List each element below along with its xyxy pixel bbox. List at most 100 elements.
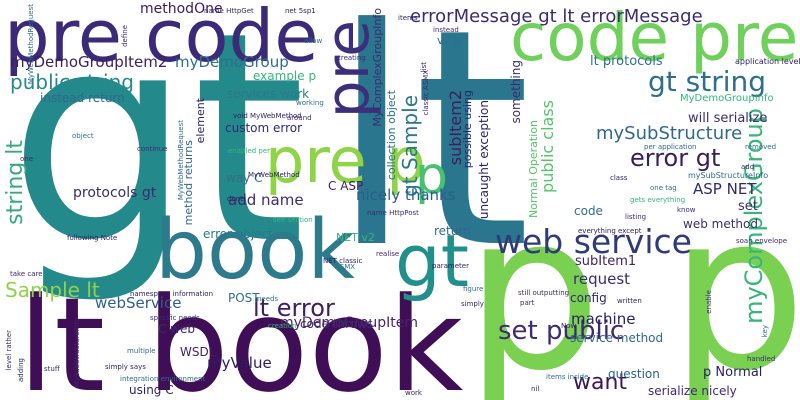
word-written: written [617,297,642,305]
word-simply: simply [461,300,484,308]
word-serialize-nicely: serialize nicely [648,384,737,398]
word-object: object [72,132,94,140]
word-application-level: application level [735,57,800,66]
word-POST: POST [228,291,260,305]
word-mySubStructureInfo: mySubStructureInfo [688,171,769,180]
word-listing: listing [625,213,647,221]
word-specific-needs: specific needs [150,314,200,322]
word-pre-p: pre p [265,124,426,197]
word-namespace-information: namespace information [130,290,214,298]
word-items-inside: items inside [546,373,589,381]
word-everything-except: everything except [578,227,642,235]
word-take-care: take care [10,270,43,278]
word-return: return [434,224,471,238]
word-work: work [405,389,422,397]
word-web-method: web method [683,217,758,231]
word-simply-says: simply says [105,363,146,371]
word-name-HttpGet: name HttpGet [204,7,254,15]
word-C-ASP: C ASP [328,179,364,193]
word-p-Normal: p Normal [703,365,763,380]
word-ASP-NET: ASP NET [693,180,757,198]
word-MyDemoGroupInfo: MyDemoGroupInfo [680,93,774,104]
word-question: question [608,367,660,381]
word-custom-error: custom error [225,121,303,135]
word-myDemoGroupItem: myDemoGroupItem [280,315,419,331]
word-gt-string: gt string [648,65,767,98]
word-protocols-gt: protocols gt [73,185,157,201]
word-define: define [121,25,129,47]
word-per-application: per application [644,143,697,151]
word-services-work: services work [227,87,310,101]
word-needs: needs [257,295,279,303]
word-myDemoGroup: myDemoGroup [175,53,289,71]
word-integration-environment: integration environment [120,375,206,383]
word-void-MyWebMethod: void MyWebMethod [233,112,302,120]
word-MyWebMethodRequest-top: MyWebMethodRequest [27,4,35,85]
word-following-Note: following Note [67,234,118,242]
word-book: book [155,203,355,298]
word-mySubStructure: mySubStructure [596,123,743,144]
word-C-web: C web [158,322,196,336]
word-element: element [194,98,207,144]
word-around: around [287,114,312,122]
word-error-object: error object [203,227,273,241]
word-part: part [520,299,535,307]
word-name-HttpPost: name HttpPost [367,209,419,217]
word-parameter: parameter [432,262,469,270]
word-removed: removed [745,143,777,151]
word-want: want [573,370,628,395]
word-request: request [573,270,631,288]
word-lt-large: lt [330,0,531,314]
word-code-throws: code throws [300,317,374,331]
word-string-lt: string lt [3,140,28,225]
word-ASMX: ASMX [335,263,356,271]
word-nicely-thanks: nicely thanks [356,186,456,204]
word-public-class: public class [538,100,557,193]
word-level-rather: level rather [5,330,13,371]
word-MyComplexGroupInfo: MyComplexGroupInfo [371,8,384,127]
word-p-small: p [415,146,449,206]
word-classic-ASMX: classic ASMX [422,70,430,116]
word-lt-book: lt book [18,269,464,400]
word-MySubStructureInfo: MySubStructureInfo [73,318,81,388]
word-nil: nil [531,385,540,393]
word-NET-v2: NET v2 [336,231,375,244]
word-will-serialize: will serialize [688,111,768,126]
word-continue: continue [137,145,168,153]
word-Sample-lt: Sample lt [5,278,100,302]
word-add-name: add name [228,191,304,209]
word-net-5sp1: net 5sp1 [285,7,316,15]
word-error-gt: error gt [630,144,721,172]
word-instead-return: instead return [40,91,125,105]
word-multiple: multiple [127,347,156,355]
word-one: one [20,155,34,163]
word-creation: creation [268,322,297,330]
word-gt-Sample: gt Sample [398,95,422,197]
word-WSDL: WSDL [180,345,216,359]
word-code-pre: code pre [510,0,799,76]
word-public-string: public string [10,70,134,94]
word-MyWebMethodRequest-mid: MyWebMethodRequest [177,120,185,201]
word-possible-using: possible using [461,90,474,169]
word-creating: creating [337,54,366,62]
word-way-C: way C [226,171,263,185]
word-pre-vertical: pre [313,20,383,119]
word-web-service: web service [495,222,692,261]
word-instead: instead [433,26,459,34]
word-webService: webService [95,294,182,312]
word-one-tag: one tag [650,184,677,192]
word-myComplexGroup: myComplexGroup [740,108,768,324]
word-code: code [574,204,603,218]
word-something: something [509,60,523,124]
word-figure: figure [463,285,484,293]
word-handled: handled [747,355,776,363]
word-gt-large: gt [8,0,306,308]
word-class: class [610,174,628,182]
word-add: add [741,163,755,171]
word-machine: machine [571,310,636,328]
word-key: key [761,325,769,338]
word-MyWebMethod: MyWebMethod [248,171,300,179]
word-working: working [296,99,324,107]
word-know: know [677,206,696,214]
